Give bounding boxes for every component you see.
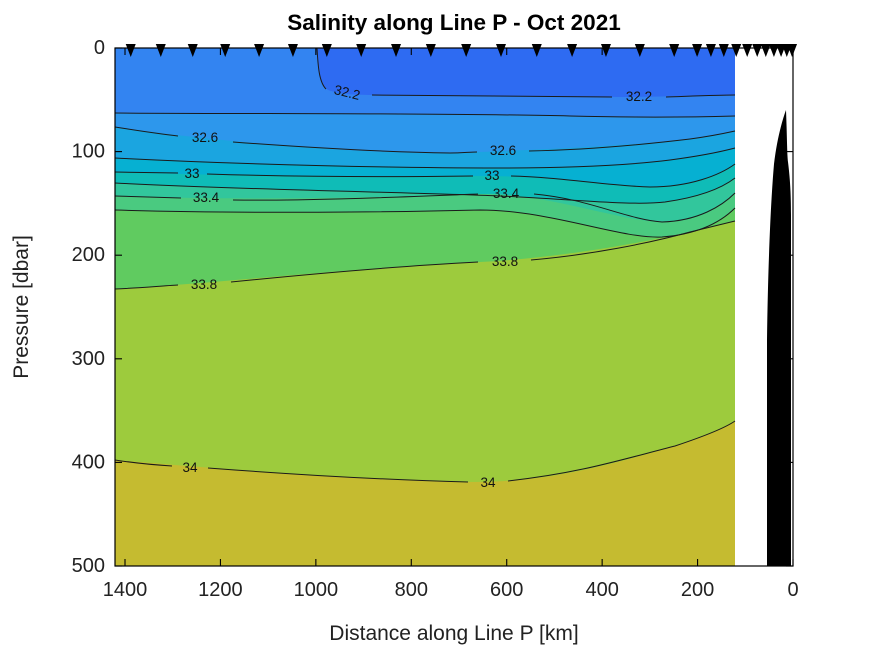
contour-32.8: [115, 147, 736, 169]
contour-label-34: 34: [480, 475, 496, 490]
station-marker-icon: [125, 44, 136, 57]
x-tick-label: 200: [681, 579, 714, 601]
contour-34: [507, 420, 736, 482]
contour-32.2: [316, 48, 327, 90]
station-marker-icon: [731, 44, 742, 57]
band-above-34: [115, 421, 735, 566]
station-marker-icon: [567, 44, 578, 57]
axes-decorations: 1400 1200 1000 800 600 400 200 0 0 100 200 300 400 50…: [72, 37, 799, 601]
station-marker-icon: [495, 44, 506, 57]
station-marker-icon: [287, 44, 298, 57]
station-marker-icon: [425, 44, 436, 57]
y-tick-label: 0: [94, 37, 105, 59]
x-axis-label: Distance along Line P [km]: [329, 622, 578, 645]
contour-33.4: [232, 193, 479, 201]
station-marker-icon: [692, 44, 703, 57]
station-marker-icon: [531, 44, 542, 57]
station-marker-icon: [718, 44, 729, 57]
station-marker-icon: [634, 44, 645, 57]
y-tick-label: 200: [72, 244, 105, 266]
station-marker-icon: [391, 44, 402, 57]
station-marker-icon: [742, 44, 753, 57]
contour-bands: [115, 48, 735, 566]
contour-32.2: [371, 94, 613, 98]
contour-33.2: [115, 177, 736, 204]
axes-box: [114, 47, 794, 567]
contour-labels: 32.2 32.2 32.6 32.6 33 33 33.4 33.4 33.8…: [182, 82, 652, 490]
contour-label-33: 33: [184, 166, 199, 181]
station-marker-icon: [768, 44, 779, 57]
station-marker-icon: [356, 44, 367, 57]
station-marker-icon: [254, 44, 265, 57]
station-marker-icon: [787, 44, 798, 57]
contour-label-33: 33: [484, 168, 499, 183]
plot-title: Salinity along Line P - Oct 2021: [287, 10, 620, 35]
contour-label-32.2: 32.2: [333, 82, 362, 103]
station-marker-icon: [600, 44, 611, 57]
station-marker-icon: [705, 44, 716, 57]
y-axis-label: Pressure [dbar]: [10, 235, 33, 379]
y-tick-label: 500: [72, 555, 105, 577]
contour-33: [206, 173, 474, 178]
contour-label-33.4: 33.4: [493, 186, 520, 201]
contour-34: [115, 459, 173, 467]
y-tick-label: 300: [72, 348, 105, 370]
contour-label-33.8: 33.8: [492, 254, 518, 269]
contour-32.6: [232, 141, 478, 154]
contour-33: [115, 171, 179, 174]
y-tick-label: 100: [72, 141, 105, 163]
contour-32.4: [115, 112, 736, 118]
contour-label-33.8: 33.8: [191, 277, 217, 292]
coast-bathymetry-shape: [767, 110, 791, 566]
station-marker-icon: [669, 44, 680, 57]
x-tick-label: 1200: [198, 579, 243, 601]
station-marker-icon: [220, 44, 231, 57]
contour-label-32.6: 32.6: [192, 130, 218, 145]
contour-33.8: [115, 284, 179, 290]
y-tick-label: 400: [72, 451, 105, 473]
contour-33.8: [530, 220, 736, 261]
station-marker-icon: [155, 44, 166, 57]
contour-33.8: [230, 261, 479, 283]
x-tick-label: 0: [787, 579, 798, 601]
contour-label-32.2: 32.2: [626, 89, 652, 104]
contour-33.4: [533, 192, 736, 223]
station-marker-icon: [187, 44, 198, 57]
x-tick-label: 1000: [294, 579, 339, 601]
station-markers: [125, 44, 798, 57]
x-tick-label: 800: [395, 579, 428, 601]
contour-label-32.6: 32.6: [490, 143, 516, 158]
contour-34: [207, 467, 469, 483]
x-tick-label: 1400: [103, 579, 148, 601]
contour-32.2: [665, 94, 736, 98]
contour-32.6: [115, 126, 179, 137]
contour-33: [510, 163, 736, 188]
band-below-32.2: [317, 48, 735, 97]
station-marker-icon: [321, 44, 332, 57]
contour-lines: [115, 48, 736, 483]
x-tick-label: 400: [585, 579, 618, 601]
contour-label-33.4: 33.4: [193, 190, 220, 205]
contour-33.4: [115, 195, 182, 199]
x-tick-label: 600: [490, 579, 523, 601]
station-marker-icon: [752, 44, 763, 57]
station-marker-icon: [461, 44, 472, 57]
contour-label-34: 34: [182, 460, 198, 475]
contour-32.6: [528, 130, 736, 152]
station-marker-icon: [760, 44, 771, 57]
